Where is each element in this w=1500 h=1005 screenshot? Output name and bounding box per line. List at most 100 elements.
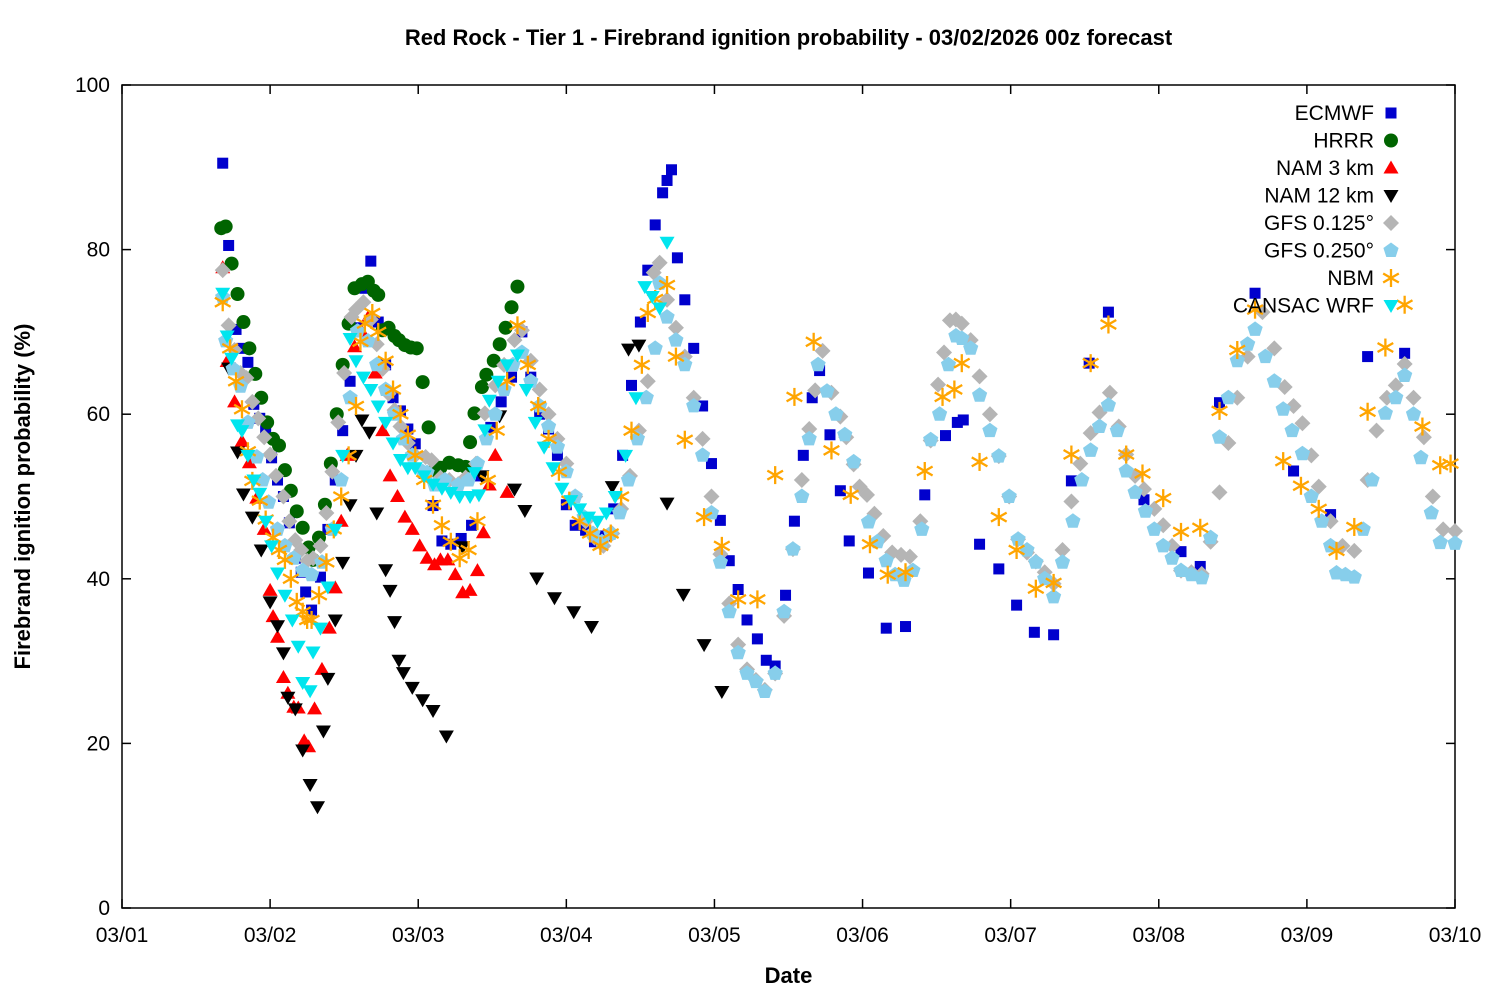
- marker-triangle-up: [1383, 160, 1399, 174]
- marker-triangle-up: [262, 582, 278, 596]
- chart-title: Red Rock - Tier 1 - Firebrand ignition p…: [405, 25, 1173, 50]
- marker-pentagon: [647, 340, 663, 355]
- marker-triangle-down: [407, 462, 423, 476]
- marker-diamond: [275, 488, 292, 505]
- marker-asterisk-ray: [1082, 357, 1100, 369]
- marker-square: [788, 515, 800, 527]
- marker-triangle-down: [378, 564, 394, 578]
- marker-circle: [498, 320, 513, 335]
- marker-square: [242, 356, 254, 368]
- marker-triangle-up: [234, 433, 250, 447]
- marker-triangle-up: [404, 521, 420, 535]
- marker-triangle-down: [490, 375, 506, 389]
- marker-square: [626, 379, 638, 391]
- marker-asterisk-ray: [667, 351, 685, 363]
- marker-triangle-down: [554, 482, 570, 496]
- marker-pentagon: [1001, 488, 1017, 503]
- marker-asterisk-ray: [479, 474, 497, 486]
- marker-triangle-down: [425, 704, 441, 718]
- marker-pentagon: [1397, 367, 1413, 382]
- marker-triangle-down: [499, 359, 515, 373]
- marker-diamond: [392, 418, 409, 435]
- marker-pentagon: [972, 387, 988, 402]
- y-tick-label: 100: [75, 74, 110, 97]
- marker-circle: [371, 287, 386, 302]
- marker-pentagon: [225, 360, 241, 376]
- marker-triangle-up: [367, 365, 383, 379]
- marker-square: [751, 633, 763, 645]
- marker-asterisk-ray: [591, 540, 609, 552]
- marker-diamond: [1072, 455, 1089, 472]
- marker-asterisk-ray: [363, 307, 381, 319]
- marker-pentagon: [1432, 534, 1448, 550]
- marker-diamond: [901, 548, 918, 565]
- marker-triangle-down: [342, 499, 358, 513]
- marker-asterisk-ray: [303, 614, 320, 626]
- marker-triangle-up: [487, 447, 503, 461]
- marker-pentagon: [686, 398, 702, 413]
- marker-asterisk-ray: [639, 307, 657, 319]
- marker-circle: [510, 279, 525, 294]
- legend-item-hrrr: HRRR: [1313, 130, 1398, 153]
- marker-triangle-up: [481, 477, 497, 491]
- marker-circle: [236, 315, 251, 330]
- marker-pentagon: [982, 422, 998, 438]
- marker-asterisk-ray: [581, 528, 599, 540]
- marker-square: [919, 489, 931, 501]
- marker-pentagon: [794, 488, 810, 503]
- marker-asterisk-ray: [460, 544, 477, 556]
- marker-triangle-down: [253, 544, 269, 558]
- marker-pentagon: [469, 455, 486, 471]
- marker-circle: [218, 219, 233, 234]
- marker-square: [732, 583, 744, 595]
- marker-square: [697, 400, 709, 412]
- marker-diamond: [1276, 379, 1293, 396]
- marker-asterisk-ray: [406, 449, 424, 461]
- marker-square: [760, 654, 772, 666]
- marker-triangle-down: [369, 507, 385, 521]
- marker-asterisk-ray: [469, 515, 486, 527]
- marker-asterisk-ray: [276, 554, 294, 566]
- marker-asterisk-ray: [270, 544, 288, 556]
- marker-triangle-down: [295, 676, 311, 690]
- marker-pentagon: [1127, 484, 1143, 499]
- marker-pentagon: [1275, 401, 1291, 416]
- marker-diamond: [318, 504, 335, 521]
- marker-triangle-down: [284, 614, 300, 628]
- marker-asterisk-ray: [347, 400, 365, 412]
- marker-square: [642, 264, 654, 276]
- marker-triangle-down: [443, 486, 459, 500]
- marker-triangle-down: [320, 581, 336, 595]
- marker-square: [337, 425, 349, 437]
- marker-square: [455, 532, 467, 544]
- marker-pentagon: [739, 665, 755, 680]
- marker-triangle-up: [389, 489, 405, 502]
- marker-diamond: [312, 537, 329, 554]
- y-tick-label: 0: [98, 897, 110, 920]
- marker-triangle-down: [563, 495, 579, 509]
- marker-pentagon: [785, 541, 801, 556]
- marker-square: [1194, 560, 1206, 572]
- marker-square: [834, 485, 846, 497]
- marker-asterisk-ray: [1117, 449, 1135, 461]
- marker-triangle-down: [277, 589, 293, 603]
- marker-pentagon: [1423, 505, 1439, 520]
- marker-triangle-down: [607, 491, 623, 504]
- marker-diamond: [1383, 215, 1399, 231]
- marker-diamond: [262, 446, 279, 463]
- marker-triangle-down: [320, 672, 336, 686]
- marker-pentagon: [659, 309, 675, 324]
- marker-asterisk-ray: [214, 296, 232, 308]
- legend-label-ecmwf: ECMWF: [1295, 102, 1374, 125]
- marker-circle: [409, 341, 424, 356]
- marker-diamond: [423, 452, 440, 469]
- marker-pentagon: [1257, 348, 1273, 364]
- marker-square: [551, 449, 563, 461]
- marker-asterisk-ray: [1100, 318, 1117, 330]
- marker-triangle-up: [275, 670, 291, 684]
- marker-triangle-down: [714, 686, 730, 700]
- x-tick-label: 03/01: [96, 924, 149, 947]
- marker-asterisk-ray: [310, 589, 328, 601]
